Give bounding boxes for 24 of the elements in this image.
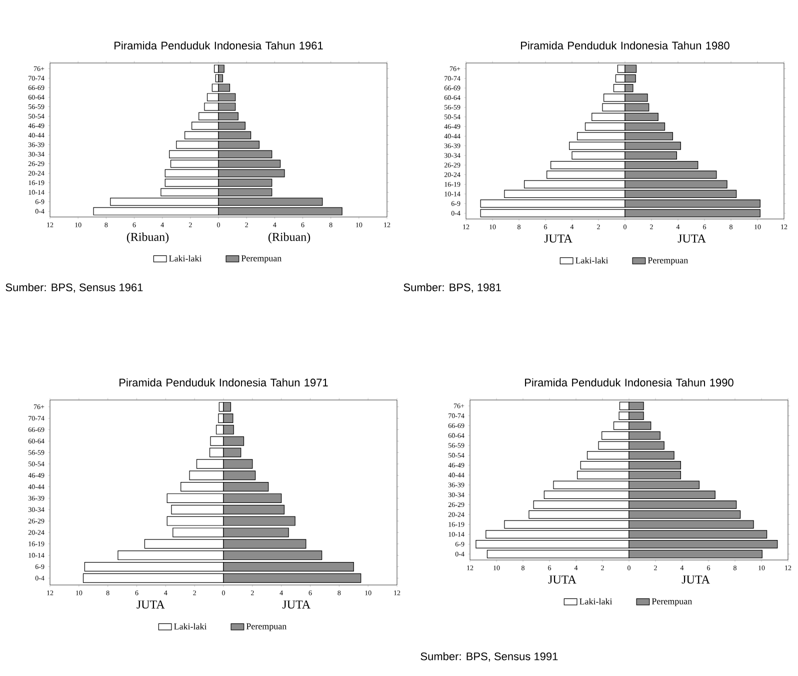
legend-label: Laki-laki bbox=[580, 598, 612, 605]
legend-label: Laki-laki bbox=[576, 257, 608, 264]
chart-title: Piramida Penduduk Indonesia Tahun 1961 bbox=[114, 41, 323, 50]
legend-label: Laki-laki bbox=[174, 623, 207, 630]
text: (Ribuan) bbox=[268, 232, 310, 244]
legend-label: Perempuan bbox=[652, 598, 692, 606]
text: JUTA bbox=[682, 576, 710, 584]
legend-label: Perempuan bbox=[241, 255, 282, 264]
text: Sumber: BPS, Sensus 1991 bbox=[420, 652, 558, 662]
text: JUTA bbox=[282, 600, 310, 609]
x-axis-title: JUTA bbox=[136, 600, 165, 609]
legend-label: Perempuan bbox=[648, 257, 688, 266]
bar bbox=[223, 402, 232, 412]
chart-title: Piramida Penduduk Indonesia Tahun 1990 bbox=[525, 378, 734, 386]
legend-label: Laki-laki bbox=[169, 255, 202, 262]
x-axis-title: JUTA bbox=[544, 234, 572, 243]
text: Sumber: BPS, Sensus 1961 bbox=[6, 283, 143, 293]
text: JUTA bbox=[678, 234, 706, 243]
x-axis-title: (Ribuan) bbox=[126, 232, 169, 244]
chart-title: Piramida Penduduk Indonesia Tahun 1971 bbox=[120, 378, 328, 386]
text: Sumber: BPS, 1981 bbox=[404, 283, 501, 293]
chart-title: Piramida Penduduk Indonesia Tahun 1980 bbox=[521, 41, 730, 50]
legend-label: Perempuan bbox=[246, 623, 287, 632]
x-axis-title: JUTA bbox=[548, 576, 576, 584]
